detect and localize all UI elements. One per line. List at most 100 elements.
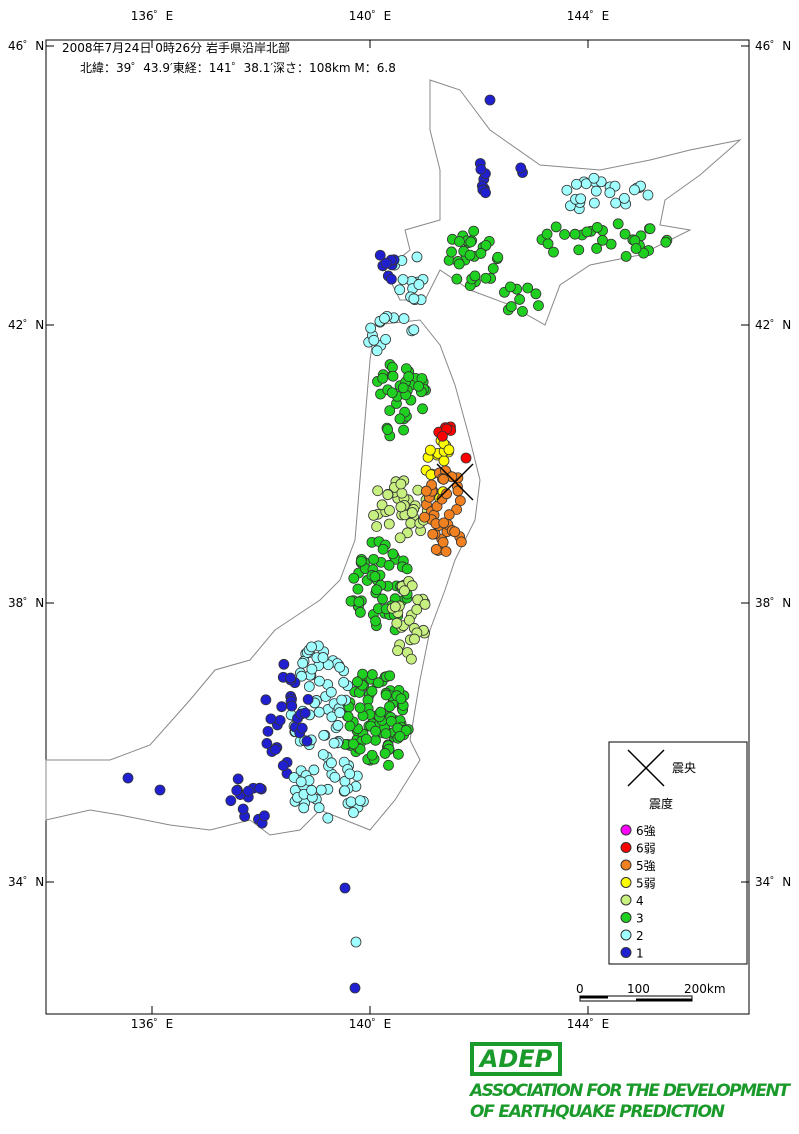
station — [344, 720, 356, 732]
station — [464, 249, 476, 261]
logo-inner — [474, 1046, 558, 1072]
station — [389, 601, 401, 613]
station — [591, 243, 603, 254]
title: 2008年7月24日 0時26分 岩手県沿岸北部 — [62, 40, 290, 55]
station — [437, 536, 449, 548]
station — [443, 444, 455, 456]
station — [277, 760, 289, 771]
legend-swatch — [620, 842, 632, 853]
station — [383, 518, 395, 530]
station — [274, 714, 286, 726]
station — [419, 598, 431, 610]
station — [368, 334, 380, 346]
scale-label: 200km — [684, 982, 726, 996]
station — [354, 795, 366, 807]
station — [387, 361, 398, 373]
legend-swatch — [620, 894, 632, 906]
station — [377, 543, 389, 555]
station — [382, 424, 394, 435]
station — [371, 521, 383, 532]
station — [541, 228, 553, 240]
station — [387, 370, 399, 382]
station — [380, 333, 391, 345]
station — [629, 184, 640, 196]
legend-label: 6弱 — [636, 842, 656, 856]
station — [296, 670, 307, 682]
station — [394, 731, 406, 742]
station — [597, 234, 608, 246]
station — [413, 380, 424, 392]
station — [372, 485, 384, 497]
station — [401, 563, 413, 575]
legend-box — [608, 741, 748, 965]
station — [403, 614, 415, 626]
station — [345, 796, 357, 808]
scale-bar — [579, 995, 693, 1002]
station — [348, 738, 359, 750]
station — [449, 526, 461, 538]
station — [261, 738, 273, 749]
station — [344, 768, 356, 780]
station — [460, 452, 472, 464]
station — [612, 218, 624, 230]
station — [313, 802, 325, 814]
station — [620, 250, 632, 262]
lat-tick-label: 34゜N — [8, 875, 44, 889]
station — [438, 517, 450, 529]
station — [365, 322, 377, 334]
lon-tick-label: 136゜E — [131, 9, 174, 23]
station — [446, 246, 457, 258]
station — [332, 720, 344, 731]
station — [589, 197, 600, 209]
station — [353, 596, 365, 608]
station — [370, 725, 381, 737]
station — [417, 403, 428, 415]
station — [306, 784, 317, 796]
lat-tick-label: 38゜N — [755, 596, 791, 610]
station — [391, 617, 403, 629]
station — [270, 744, 281, 755]
station — [317, 652, 329, 663]
station — [298, 802, 310, 814]
station — [397, 382, 409, 394]
station — [619, 228, 631, 240]
legend-label: 3 — [636, 912, 644, 926]
lon-tick-label: 140゜E — [349, 9, 392, 23]
station — [370, 734, 381, 746]
station — [383, 759, 394, 771]
station — [259, 810, 270, 822]
lon-tick-label: 140゜E — [349, 1017, 392, 1031]
station — [480, 239, 492, 251]
station — [385, 715, 397, 727]
station — [394, 413, 406, 425]
legend-label: 4 — [636, 894, 644, 908]
station — [405, 517, 417, 529]
station — [411, 251, 423, 263]
station — [371, 584, 382, 596]
station — [371, 345, 383, 357]
station — [377, 372, 389, 384]
scale-label: 0 — [576, 982, 584, 996]
station — [354, 702, 366, 714]
station — [306, 663, 318, 675]
station — [384, 701, 395, 713]
station — [484, 94, 496, 106]
scale-label: 100 — [627, 982, 650, 996]
station — [317, 749, 329, 760]
legend-label: 1 — [636, 947, 644, 961]
station — [314, 675, 325, 687]
lat-tick-label: 46゜N — [8, 39, 44, 53]
station — [336, 694, 348, 706]
station — [303, 681, 315, 692]
station — [398, 424, 409, 436]
station — [548, 246, 559, 258]
station — [366, 685, 378, 697]
station — [575, 193, 587, 205]
lat-tick-label: 46゜N — [755, 39, 791, 53]
station — [437, 430, 448, 442]
station — [372, 677, 384, 689]
station — [374, 249, 386, 261]
station — [408, 293, 420, 305]
station — [408, 324, 420, 336]
